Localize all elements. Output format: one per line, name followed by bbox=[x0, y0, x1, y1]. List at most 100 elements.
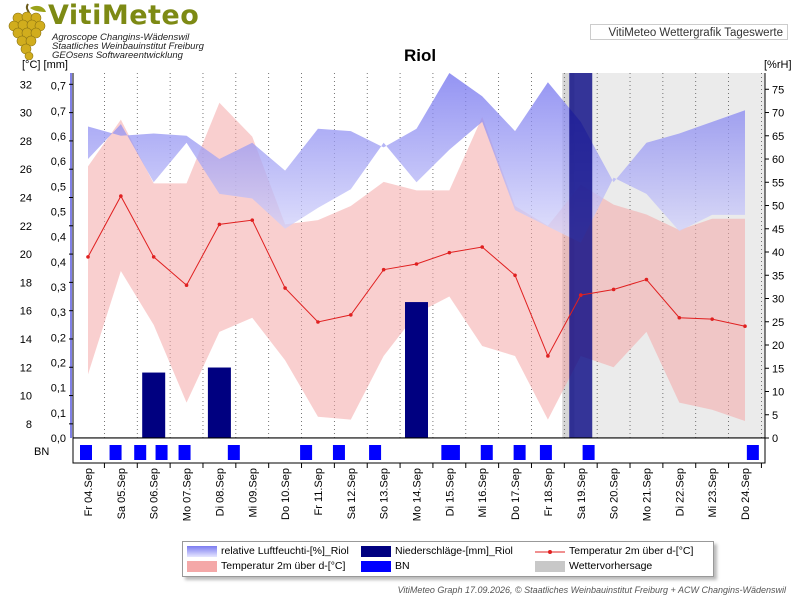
temperature-point bbox=[316, 320, 320, 324]
x-tick-label: Fr 11.Sep bbox=[313, 468, 325, 516]
chart-legend: relative Luftfeuchti-[%]_Riol Niederschl… bbox=[182, 541, 714, 577]
rh-tick-label: 75 bbox=[772, 84, 784, 96]
bn-mark bbox=[300, 445, 313, 460]
weather-chart: 8 10 12 14 16 18 20 22 24 26 28 30 32 0,0 0,1 0,1 0,2 0,2… bbox=[20, 59, 792, 521]
temp-tick-label: 22 bbox=[20, 221, 32, 233]
bn-mark bbox=[80, 445, 92, 460]
temperature-point bbox=[546, 354, 550, 358]
temperature-point bbox=[283, 286, 287, 290]
x-tick-label: Mi 23.Sep bbox=[707, 468, 719, 518]
temperature-point bbox=[743, 324, 747, 329]
rh-tick-label: 50 bbox=[772, 201, 784, 213]
x-tick-label: Mi 16.Sep bbox=[477, 468, 489, 518]
vitimeteo-logo: VitiMeteo Agroscope Changins-Wädenswil S… bbox=[6, 0, 204, 61]
temp-tick-label: 12 bbox=[20, 362, 32, 374]
precip-tick-label: 0,4 bbox=[51, 257, 66, 269]
precip-tick-label: 0,3 bbox=[51, 307, 66, 319]
precip-bar bbox=[569, 73, 593, 438]
temp-tick-label: 14 bbox=[20, 334, 32, 346]
temperature-point bbox=[381, 267, 386, 272]
temp-tick-label: 10 bbox=[20, 391, 32, 403]
precip-tick-label: 0,1 bbox=[51, 383, 66, 395]
right-axis-unit-label: [%rH] bbox=[764, 59, 792, 71]
precip-bar bbox=[142, 372, 166, 438]
x-tick-label: Do 24.Sep bbox=[740, 468, 752, 520]
temperature-point bbox=[119, 194, 123, 198]
logo-subtitle-3: GEOsens Softwareentwicklung bbox=[52, 50, 183, 61]
precip-tick-label: 0,2 bbox=[51, 357, 66, 369]
temperature-point bbox=[250, 218, 255, 222]
x-tick-label: Sa 12.Sep bbox=[346, 468, 358, 519]
bn-mark bbox=[447, 445, 460, 460]
bn-mark bbox=[178, 445, 191, 460]
x-tick-label: Sa 19.Sep bbox=[576, 468, 588, 519]
legend-swatch-forecast bbox=[535, 561, 565, 572]
x-tick-label: Sa 05.Sep bbox=[116, 468, 128, 519]
temperature-point bbox=[710, 317, 714, 321]
rh-tick-label: 20 bbox=[772, 340, 784, 352]
x-tick-label: So 13.Sep bbox=[379, 468, 391, 519]
left-axis-unit-label: [°C] [mm] bbox=[22, 59, 68, 71]
legend-label-precip: Niederschläge-[mm]_Riol bbox=[395, 545, 513, 557]
temp-tick-label: 20 bbox=[20, 249, 32, 261]
temperature-point bbox=[447, 250, 452, 255]
temperature-point bbox=[513, 273, 517, 278]
precip-tick-label: 0,6 bbox=[51, 156, 66, 168]
grape-icon bbox=[8, 3, 46, 60]
x-tick-label: So 20.Sep bbox=[609, 468, 621, 519]
logo-subtitle-2: Staatliches Weinbauinstitut Freiburg bbox=[52, 41, 204, 52]
rh-tick-label: 55 bbox=[772, 177, 784, 189]
temperature-point bbox=[151, 255, 156, 259]
temperature-point bbox=[611, 287, 616, 292]
rh-tick-label: 70 bbox=[772, 108, 784, 120]
rh-tick-label: 40 bbox=[772, 247, 784, 259]
temperature-point bbox=[414, 262, 419, 266]
legend-label-bn: BN bbox=[395, 560, 410, 572]
logo-subtitle-1: Agroscope Changins-Wädenswil bbox=[52, 32, 190, 43]
bn-mark bbox=[369, 445, 382, 460]
temp-tick-label: 28 bbox=[20, 136, 32, 148]
rh-tick-label: 65 bbox=[772, 131, 784, 143]
x-tick-label: So 06.Sep bbox=[149, 468, 161, 519]
temp-tick-label: 32 bbox=[20, 79, 32, 91]
legend-label-rh: relative Luftfeuchti-[%]_Riol bbox=[221, 545, 349, 557]
temp-tick-label: 24 bbox=[20, 192, 32, 204]
temp-tick-label: 16 bbox=[20, 306, 32, 318]
bn-mark bbox=[332, 445, 345, 460]
precip-tick-label: 0,5 bbox=[51, 206, 66, 218]
bn-mark bbox=[539, 445, 552, 460]
legend-swatch-temp-range bbox=[187, 561, 217, 572]
x-tick-label: Di 15.Sep bbox=[444, 468, 456, 516]
rh-tick-label: 25 bbox=[772, 317, 784, 329]
bn-mark bbox=[582, 445, 595, 460]
footer-credit: VitiMeteo Graph 17.09.2026, © Staatliche… bbox=[397, 585, 786, 595]
x-tick-label: Do 17.Sep bbox=[510, 468, 522, 520]
legend-label-temp-range: Temperatur 2m über d-[°C] bbox=[221, 560, 346, 572]
precip-tick-label: 0,4 bbox=[51, 232, 66, 244]
temp-tick-label: 8 bbox=[26, 419, 32, 431]
bn-row bbox=[72, 437, 766, 464]
rh-tick-label: 45 bbox=[772, 224, 784, 236]
precip-bar bbox=[405, 302, 428, 438]
x-tick-label: Fr 04.Sep bbox=[83, 468, 95, 516]
x-tick-label: Mo 07.Sep bbox=[182, 468, 194, 521]
x-tick-label: Di 22.Sep bbox=[674, 468, 686, 516]
rh-tick-label: 35 bbox=[772, 270, 784, 282]
legend-label-temp-mean: Temperatur 2m über d-[°C] bbox=[569, 545, 694, 557]
bn-mark bbox=[746, 445, 759, 460]
temperature-point bbox=[644, 277, 649, 282]
rh-tick-label: 60 bbox=[772, 154, 784, 166]
bn-mark bbox=[227, 445, 240, 460]
precip-tick-label: 0,0 bbox=[51, 433, 66, 445]
bn-row-label: BN bbox=[34, 446, 49, 458]
legend-swatch-bn bbox=[361, 561, 391, 572]
temperature-point bbox=[349, 313, 353, 317]
legend-label-forecast: Wettervorhersage bbox=[569, 560, 653, 572]
precip-tick-label: 0,7 bbox=[51, 106, 66, 118]
rh-tick-label: 10 bbox=[772, 387, 784, 399]
x-tick-label: Di 08.Sep bbox=[214, 468, 226, 516]
temperature-point bbox=[480, 245, 485, 249]
rh-tick-label: 30 bbox=[772, 294, 784, 306]
x-tick-label: Do 10.Sep bbox=[280, 468, 292, 520]
rh-tick-label: 15 bbox=[772, 363, 784, 375]
